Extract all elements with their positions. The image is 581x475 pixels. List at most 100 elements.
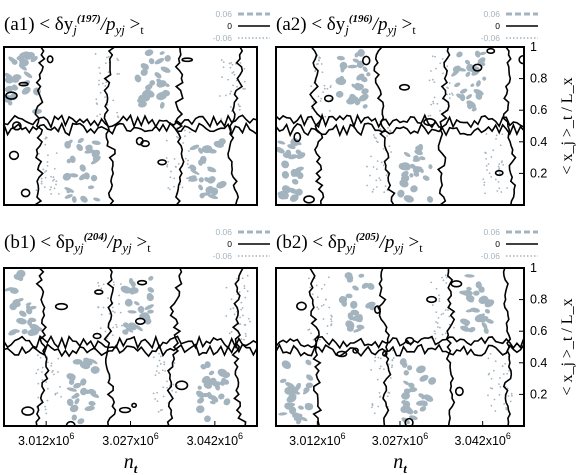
contour-positive-blob	[198, 159, 204, 166]
contour-positive-blob	[288, 187, 298, 194]
y-tick-label: 1	[530, 261, 537, 275]
contour-negative-dot	[447, 309, 449, 311]
contour-negative-dot	[498, 383, 500, 386]
contour-negative-dot	[115, 326, 118, 328]
contour-negative-dot	[244, 324, 247, 326]
contour-zero-line	[436, 47, 451, 205]
contour-positive-blob	[345, 293, 353, 299]
contour-negative-dot	[371, 406, 373, 409]
contour-positive-blob	[207, 176, 216, 184]
contour-positive-blob	[207, 166, 216, 171]
contour-negative-dot	[374, 356, 377, 359]
contour-negative-dot	[55, 180, 58, 183]
contour-negative-dot	[55, 152, 58, 155]
contour-negative-dot	[319, 100, 322, 102]
contour-area	[276, 268, 524, 426]
contour-negative-dot	[498, 187, 501, 190]
contour-negative-dot	[375, 140, 378, 143]
contour-negative-dot	[118, 303, 120, 305]
contour-positive-blob	[473, 88, 484, 96]
x-tick-exp: 6	[69, 431, 74, 441]
contour-negative-dot	[53, 373, 55, 376]
contour-positive-blob	[352, 285, 359, 291]
contour-negative-dot	[96, 115, 99, 118]
contour-negative-dot	[505, 408, 508, 411]
contour-negative-dot	[184, 157, 187, 160]
contour-positive-blob	[347, 64, 358, 69]
contour-zero-loop	[494, 169, 504, 176]
contour-positive-blob	[345, 320, 355, 329]
contour-positive-blob	[413, 171, 420, 177]
contour-negative-dot	[40, 177, 43, 180]
contour-negative-dot	[112, 99, 115, 102]
contour-positive-blob	[485, 318, 494, 324]
contour-negative-dot	[186, 163, 189, 165]
contour-positive-blob	[428, 377, 437, 385]
contour-negative-dot	[41, 371, 43, 373]
contour-negative-dot	[222, 66, 225, 69]
contour-positive-blob	[296, 172, 304, 180]
x-axis-label: nt	[393, 451, 407, 475]
title-mid: /p	[107, 232, 123, 253]
legend-label: -0.06	[481, 251, 501, 261]
contour-positive-blob	[91, 140, 101, 145]
contour-negative-dot	[378, 396, 381, 399]
contour-positive-blob	[25, 307, 33, 315]
contour-positive-blob	[35, 329, 40, 333]
contour-positive-blob	[403, 380, 410, 386]
contour-positive-blob	[403, 370, 410, 376]
contour-negative-dot	[484, 192, 486, 195]
contour-negative-dot	[108, 312, 111, 315]
legend-label: 0.06	[483, 227, 500, 237]
contour-negative-dot	[116, 111, 119, 114]
contour-negative-dot	[243, 80, 246, 83]
contour-positive-blob	[471, 107, 477, 112]
contour-positive-blob	[415, 149, 421, 155]
contour-negative-dot	[52, 176, 55, 178]
contour-negative-dot	[113, 283, 115, 286]
contour-zero-line	[445, 268, 456, 426]
panel-b1: (b1) < δpyj(204)/pyj >t0.060-0.063.012x1…	[3, 227, 270, 475]
contour-zero-loop	[423, 118, 436, 127]
contour-positive-blob	[418, 167, 424, 173]
contour-positive-blob	[89, 401, 96, 407]
contour-negative-dot	[37, 368, 39, 371]
contour-negative-dot	[49, 188, 52, 191]
contour-positive-blob	[18, 54, 25, 61]
title-sub: j	[71, 22, 77, 37]
contour-negative-dot	[37, 152, 40, 155]
contour-positive-blob	[403, 195, 414, 203]
contour-negative-dot	[242, 314, 244, 317]
panel-a2: (a2) < δyj(196)/pyj >t 0.06 0 -0.06 0.2 0.4 0.…	[275, 9, 576, 206]
contour-positive-blob	[189, 144, 200, 151]
contour-positive-blob	[8, 329, 18, 336]
contour-negative-dot	[376, 378, 379, 381]
contour-positive-blob	[428, 164, 433, 170]
contour-negative-dot	[157, 410, 160, 413]
contour-negative-dot	[95, 102, 98, 105]
contour-negative-dot	[43, 186, 46, 189]
contour-zero-loop	[118, 406, 132, 414]
contour-negative-dot	[442, 279, 445, 282]
contour-negative-dot	[37, 382, 40, 385]
contour-negative-dot	[46, 399, 49, 402]
contour-positive-blob	[146, 293, 153, 299]
contour-negative-dot	[441, 276, 443, 279]
contour-negative-dot	[383, 191, 386, 194]
contour-negative-dot	[188, 150, 190, 152]
y-tick-label: 0.4	[530, 135, 547, 149]
contour-zero-loop	[450, 280, 463, 288]
contour-zero-line	[174, 47, 185, 205]
contour-negative-dot	[42, 168, 45, 171]
contour-negative-dot	[366, 165, 368, 168]
contour-negative-dot	[181, 186, 184, 189]
contour-positive-blob	[154, 72, 162, 79]
x-tick-mantissa: 3.042x10	[187, 434, 238, 448]
contour-positive-blob	[189, 164, 197, 172]
contour-positive-blob	[130, 281, 136, 288]
contour-positive-blob	[164, 83, 170, 88]
contour-negative-dot	[428, 79, 431, 82]
contour-positive-blob	[400, 162, 411, 171]
contour-negative-dot	[374, 360, 376, 362]
contour-positive-blob	[288, 393, 297, 399]
